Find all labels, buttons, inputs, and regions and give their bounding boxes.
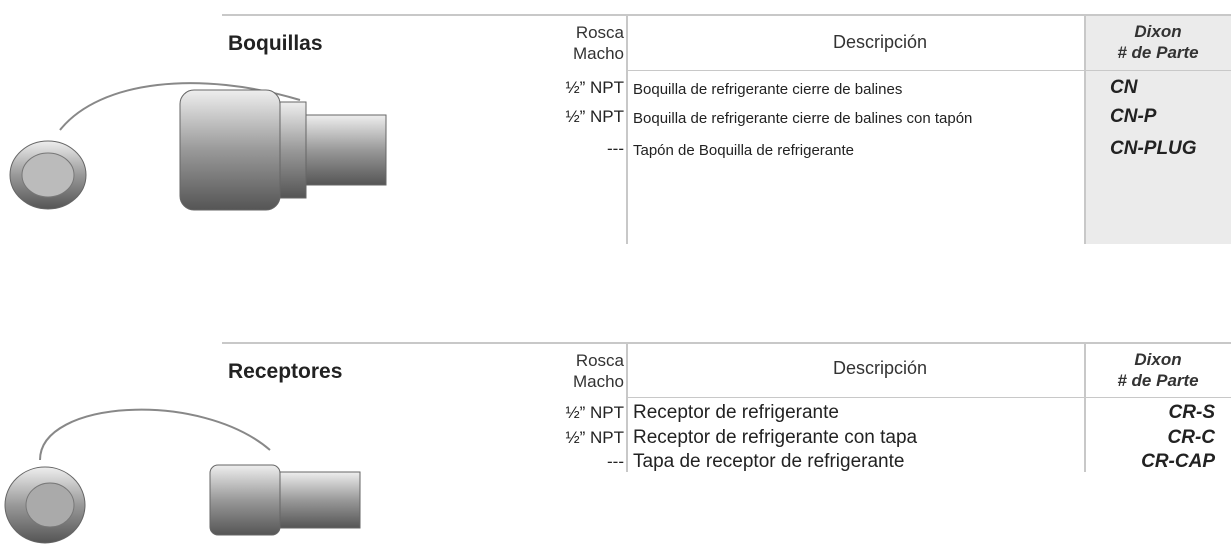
column-divider <box>626 342 628 472</box>
part-header: Dixon <box>1134 350 1182 369</box>
thread-size: ½” NPT <box>565 78 624 97</box>
description: Receptor de refrigerante <box>633 402 839 423</box>
part-number: CN-PLUG <box>1110 138 1197 159</box>
thread-size: ½” NPT <box>565 428 624 447</box>
section-title: Receptores <box>228 360 343 383</box>
part-number: CR-C <box>1167 427 1216 448</box>
part-header: # de Parte <box>1117 43 1199 62</box>
description: Tapa de receptor de refrigerante <box>633 451 905 472</box>
thread-size: --- <box>607 452 624 471</box>
thread-header: Rosca <box>575 23 624 42</box>
thread-header: Macho <box>572 44 624 63</box>
header-rule <box>627 397 1231 398</box>
top-rule <box>222 342 1231 344</box>
description: Boquilla de refrigerante cierre de balin… <box>633 110 973 127</box>
top-rule <box>222 14 1231 16</box>
coupler-nipple-image <box>9 82 387 211</box>
description: Boquilla de refrigerante cierre de balin… <box>633 81 903 98</box>
part-number: CN <box>1110 77 1138 98</box>
column-divider <box>1084 342 1086 472</box>
column-divider <box>1084 14 1086 244</box>
section-title: Boquillas <box>228 32 323 55</box>
part-number: CR-CAP <box>1141 451 1215 472</box>
description-header: Descripción <box>832 32 928 52</box>
coupler-receptor-image <box>4 408 361 544</box>
part-header: # de Parte <box>1117 371 1199 390</box>
part-column-shade <box>1085 14 1231 244</box>
part-number: CN-P <box>1110 106 1157 127</box>
thread-header: Macho <box>572 372 624 391</box>
description: Tapón de Boquilla de refrigerante <box>633 142 854 159</box>
thread-size: ½” NPT <box>565 403 624 422</box>
part-header: Dixon <box>1134 22 1182 41</box>
description: Receptor de refrigerante con tapa <box>633 427 918 448</box>
column-divider <box>626 14 628 244</box>
header-rule <box>627 70 1231 71</box>
description-header: Descripción <box>832 358 928 378</box>
part-number: CR-S <box>1168 402 1215 423</box>
thread-size: --- <box>607 139 624 158</box>
thread-header: Rosca <box>575 351 624 370</box>
thread-size: ½” NPT <box>565 107 624 126</box>
